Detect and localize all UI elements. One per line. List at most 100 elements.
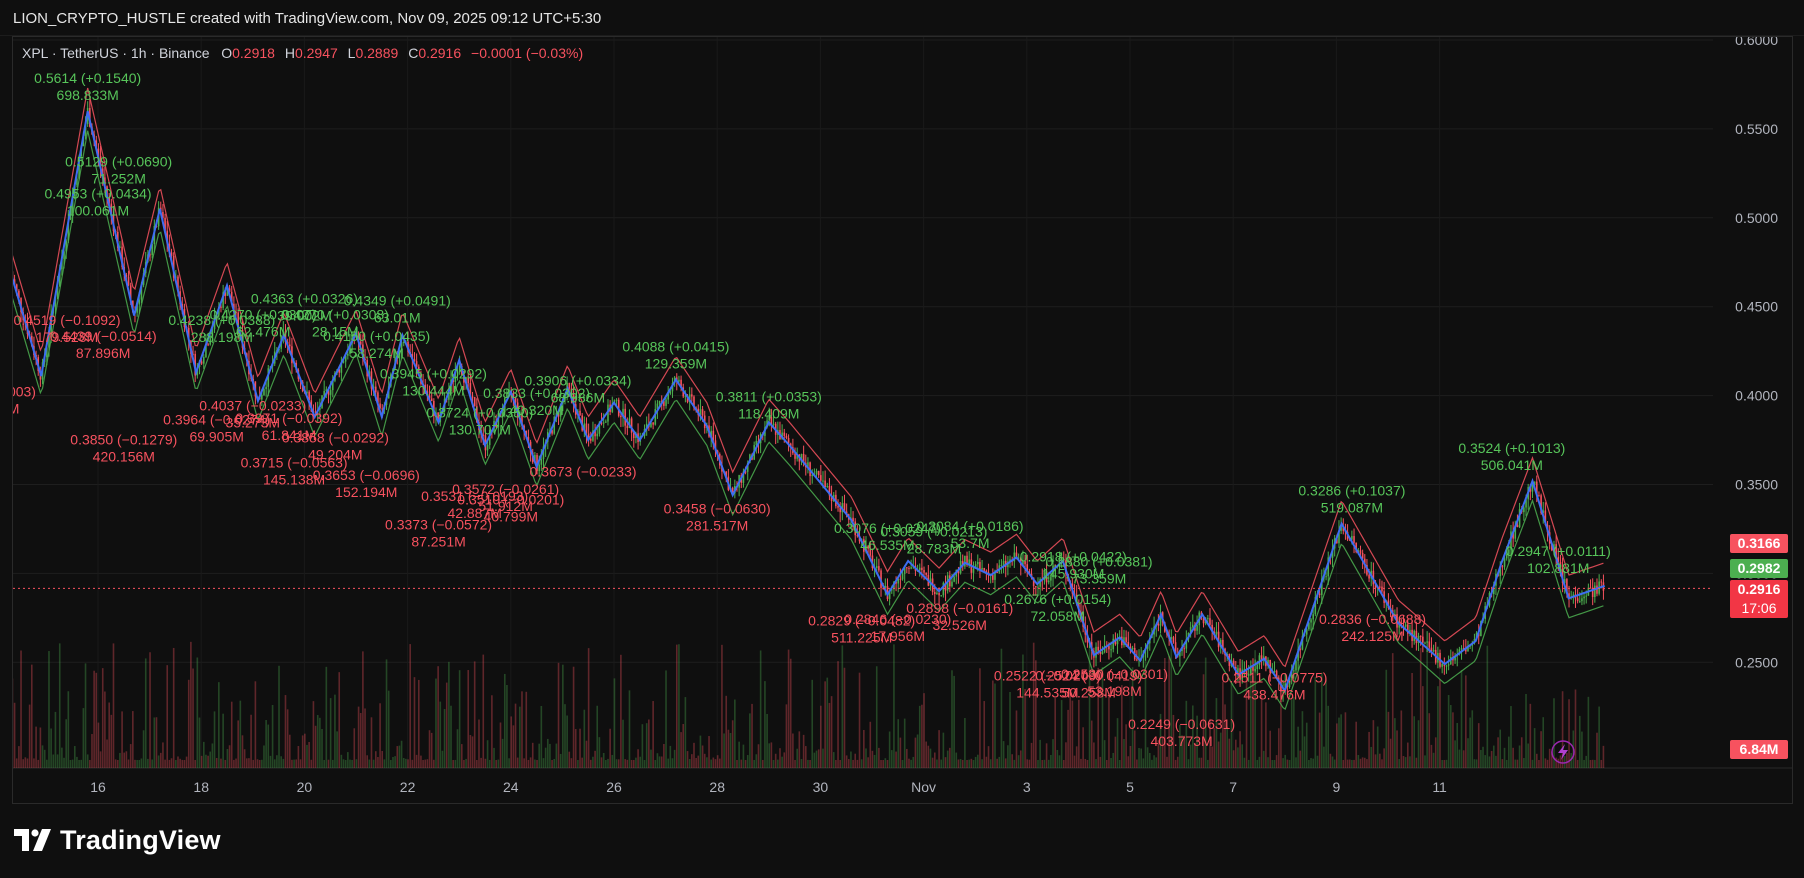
volume-bar <box>1329 753 1332 768</box>
volume-bar <box>583 709 586 768</box>
candle-body <box>177 276 179 292</box>
candle-body <box>1533 481 1536 486</box>
volume-bar <box>555 743 558 768</box>
volume-bar <box>510 716 513 768</box>
candle-body <box>837 506 839 508</box>
volume-bar <box>13 702 16 768</box>
candle-body <box>1050 577 1052 581</box>
volume-bar <box>542 758 545 768</box>
pivot-low-volume: 50.258M <box>1061 685 1115 701</box>
volume-bar <box>835 759 837 768</box>
candle-body <box>527 437 530 442</box>
volume-bar <box>622 719 624 768</box>
candle-body <box>521 412 523 426</box>
candle-body <box>458 365 461 373</box>
volume-bar <box>1555 757 1557 768</box>
volume-bar <box>585 740 588 768</box>
volume-bar <box>445 682 448 768</box>
lightning-icon[interactable] <box>1551 740 1575 764</box>
chart-panel[interactable]: 0.6000 0.5500 0.5000 0.4500 0.4000 0.3500 0.30… <box>12 36 1793 804</box>
candle-body <box>1256 664 1259 670</box>
volume-bar <box>1316 755 1319 768</box>
volume-bar <box>1151 759 1153 768</box>
pivot-high-volume: 72.058M <box>1031 608 1085 624</box>
volume-bar <box>650 749 652 768</box>
candle-body <box>826 485 829 488</box>
volume-bar <box>1099 756 1102 768</box>
volume-bar <box>1374 754 1377 768</box>
candle-body <box>572 393 575 405</box>
volume-bar <box>865 748 867 768</box>
volume-bar <box>1146 747 1149 768</box>
candle-body <box>1555 544 1557 557</box>
volume-bar <box>233 759 235 768</box>
volume-bar <box>230 701 233 768</box>
volume-bar <box>658 756 661 768</box>
pivot-high-label: 0.3811 (+0.0353) <box>716 388 822 404</box>
candle-body <box>327 389 330 395</box>
volume-bar <box>828 702 831 768</box>
pivot-low-label: 0.3373 (−0.0572) <box>385 517 492 533</box>
volume-bar <box>878 747 880 768</box>
volume-bar <box>48 651 50 768</box>
candle-body <box>1503 558 1506 567</box>
candle-body <box>660 400 663 402</box>
candle-body <box>628 418 631 429</box>
volume-bar <box>1209 718 1211 768</box>
volume-bar <box>766 713 768 768</box>
pivot-high-label: 0.4270 (+0.0307) <box>210 307 317 323</box>
volume-bar <box>860 759 863 768</box>
upper-band-line <box>13 87 1604 668</box>
volume-bar <box>1054 698 1056 768</box>
candle-body <box>473 397 476 407</box>
volume-bar <box>992 680 994 768</box>
volume-bar <box>1041 759 1044 768</box>
candle-body <box>551 430 553 434</box>
candle-body <box>308 391 310 401</box>
tradingview-brand[interactable]: TradingView <box>14 822 221 858</box>
candle-body <box>211 329 214 339</box>
candle-body <box>1568 593 1570 598</box>
volume-bar <box>611 754 614 768</box>
volume-bar <box>886 759 889 768</box>
volume-bar <box>1056 749 1059 768</box>
volume-bar <box>1445 759 1448 768</box>
volume-bar <box>1477 723 1480 768</box>
volume-bar <box>254 681 257 768</box>
pivot-high-volume: 28.15M <box>312 324 359 340</box>
candle-body <box>1447 664 1450 666</box>
volume-bar <box>65 719 67 768</box>
volume-bar <box>1280 701 1282 768</box>
volume-bar <box>78 760 80 768</box>
candle-body <box>852 517 854 522</box>
volume-bar <box>63 757 65 768</box>
volume-bar <box>342 759 345 768</box>
candle-body <box>46 347 48 358</box>
volume-bar <box>26 758 29 768</box>
volume-bar <box>390 759 392 768</box>
candle-body <box>209 338 212 345</box>
x-tick-label: 28 <box>709 779 725 795</box>
volume-bar <box>1267 757 1269 768</box>
volume-bar <box>396 746 399 768</box>
candle-body <box>598 422 601 434</box>
volume-bar <box>325 666 328 768</box>
candle-body <box>923 569 925 573</box>
volume-bar <box>89 759 91 768</box>
candle-body <box>1353 536 1355 543</box>
last-price-tag: 0.2916 17:06 <box>1730 580 1788 618</box>
candle-body <box>1282 690 1284 692</box>
volume-bar <box>420 755 422 768</box>
candle-body <box>288 344 291 347</box>
volume-bar <box>1097 667 1099 768</box>
candle-body <box>585 423 588 434</box>
candle-body <box>1247 673 1250 676</box>
volume-bar <box>529 757 532 768</box>
volume-bar <box>1157 740 1160 768</box>
volume-bar <box>1428 713 1431 768</box>
candle-body <box>830 495 833 502</box>
volume-bar <box>1529 703 1532 768</box>
pivot-high-volume: 63.01M <box>374 309 421 325</box>
price-chart[interactable]: 0.6000 0.5500 0.5000 0.4500 0.4000 0.3500 0.30… <box>13 37 1792 803</box>
volume-bar <box>125 751 128 768</box>
